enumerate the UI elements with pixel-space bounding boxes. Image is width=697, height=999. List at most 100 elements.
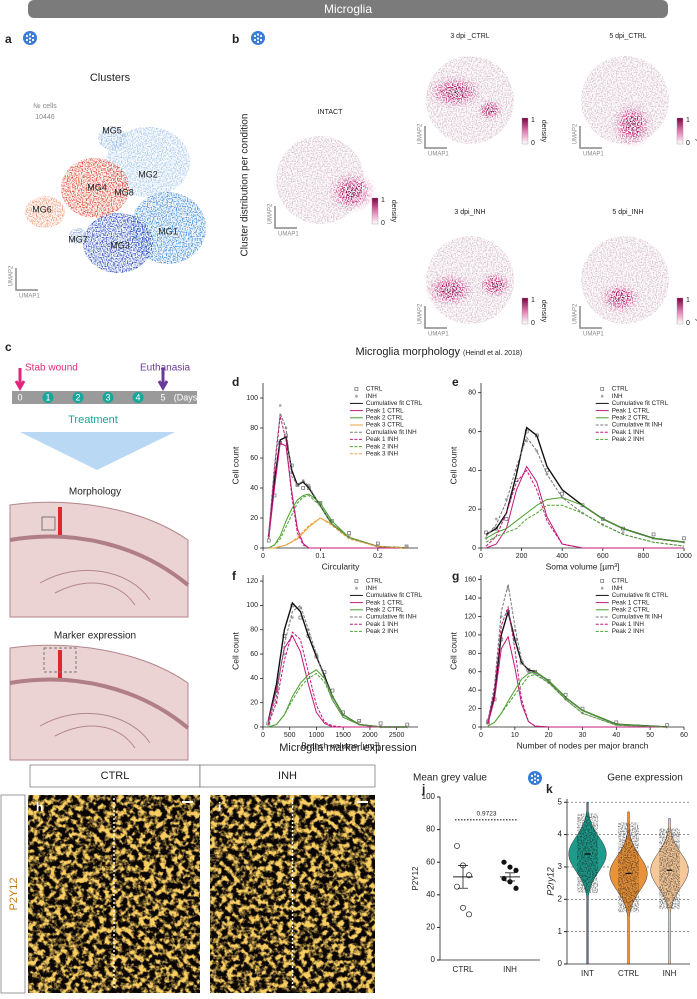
legend-entry: INH [366, 393, 377, 400]
y-axis-label: Cell count [448, 631, 458, 669]
icon-dot [253, 38, 257, 42]
point [307, 483, 311, 487]
fit-line [268, 669, 408, 728]
x-tick-label: 200 [516, 553, 528, 560]
colorbar-tick: 1 [686, 297, 690, 304]
legend-entry: Cumulative fit CTRL [612, 592, 669, 599]
y-tick-label: 40 [426, 890, 435, 899]
colorbar [371, 197, 379, 225]
x-tick-label: CTRL [453, 965, 474, 974]
umap-axes [579, 126, 602, 149]
fit-line [487, 635, 668, 728]
legend-entry: Peak 2 CTRL [612, 606, 650, 613]
colorbar-tick: 1 [531, 297, 535, 304]
day-label: 3 [105, 392, 110, 402]
colorbar-tick: 0 [686, 140, 690, 147]
umap-axis-label: UMAP2 [573, 303, 579, 324]
day-marker [72, 392, 84, 403]
y-tick-label: 120 [246, 578, 258, 585]
point [290, 616, 294, 619]
point [682, 536, 686, 541]
icon-dot [530, 778, 534, 782]
section-title: Microglia marker expression [279, 742, 417, 754]
day-unit: (Days) [174, 392, 201, 402]
umap-axes [579, 306, 602, 329]
cluster-label: MG6 [32, 204, 52, 214]
panel-label: d [232, 375, 239, 389]
fit-line [487, 673, 668, 728]
legend-entry: CTRL [366, 578, 383, 585]
colorbar-tick: 0 [686, 320, 690, 327]
legend-swatch [354, 387, 359, 391]
colorbar [676, 117, 684, 145]
legend-entry: Cumulative fit CTRL [366, 400, 423, 407]
day-marker [102, 392, 114, 403]
umap-cells [98, 126, 126, 150]
icon-dot [533, 780, 537, 784]
condition-label: CTRL [101, 770, 130, 782]
fit-line [268, 494, 407, 549]
point [460, 904, 466, 911]
colorbar-tick: 0 [381, 220, 385, 227]
umap-axis-label: UMAP1 [278, 232, 299, 238]
legend-entry: Peak 1 CTRL [366, 599, 404, 606]
point [301, 486, 305, 490]
x-tick-label: 600 [597, 553, 609, 560]
x-tick-label: 2000 [362, 732, 378, 739]
y-tick-label: 80 [468, 650, 476, 657]
cluster-label: MG3 [110, 240, 130, 250]
umap-axis-label: UMAP1 [428, 152, 449, 158]
umap-cells [25, 196, 65, 228]
x-tick-label: 400 [556, 553, 568, 560]
treatment-label: Treatment [68, 414, 118, 426]
umap-axis-label: UMAP1 [428, 332, 449, 338]
fit-line [268, 493, 407, 549]
icon-dot [536, 774, 540, 778]
legend-entry: Peak 1 CTRL [612, 407, 650, 414]
legend-swatch [354, 579, 359, 583]
y-tick-label: 140 [464, 595, 476, 602]
point [404, 544, 409, 549]
icon-dot [25, 38, 29, 42]
y-tick-label: 100 [422, 792, 436, 801]
point [507, 864, 513, 870]
jitter-band [577, 813, 598, 893]
condition-label: 3 dpi _CTRL [450, 33, 489, 40]
fit-line [487, 671, 668, 728]
jitter-band [659, 828, 680, 909]
section-title: Microglia morphology [355, 346, 460, 358]
day-marker [42, 392, 54, 403]
umap-axes [424, 306, 447, 329]
icon-dot [536, 778, 540, 782]
y-tick-label: 80 [426, 825, 435, 834]
colorbar-label: density [695, 300, 697, 323]
cluster-label: MG8 [114, 187, 134, 197]
point [357, 720, 361, 724]
y-axis-label: Cell count [230, 631, 240, 669]
point [466, 911, 472, 918]
day-label: 2 [75, 392, 80, 402]
point [651, 532, 656, 537]
hippocampus [39, 569, 151, 606]
y-axis-label: P2Y12 [411, 866, 420, 891]
chart-title: Mean grey value [413, 773, 487, 784]
panel-label: j [421, 782, 425, 796]
x-tick-label: 0 [479, 732, 483, 739]
legend-entry: Peak 1 INH [612, 621, 645, 628]
legend-entry: Peak 2 CTRL [366, 414, 404, 421]
cluster-label: MG2 [138, 169, 158, 179]
y-tick-label: 100 [246, 602, 258, 609]
roi [43, 647, 77, 673]
fit-line [487, 605, 668, 728]
umap-cells [83, 213, 153, 273]
point [513, 885, 519, 891]
x-tick-label: 50 [646, 732, 654, 739]
chart-title: Gene expression [607, 773, 683, 784]
legend-swatch [600, 387, 605, 391]
x-tick-label: 1000 [309, 732, 325, 739]
x-tick-label: 1000 [676, 553, 692, 560]
legend-entry: Peak 2 INH [612, 436, 645, 443]
point [266, 538, 271, 543]
section-citation: (Heindl et al. 2018) [463, 350, 522, 357]
x-tick-label: 60 [680, 732, 688, 739]
